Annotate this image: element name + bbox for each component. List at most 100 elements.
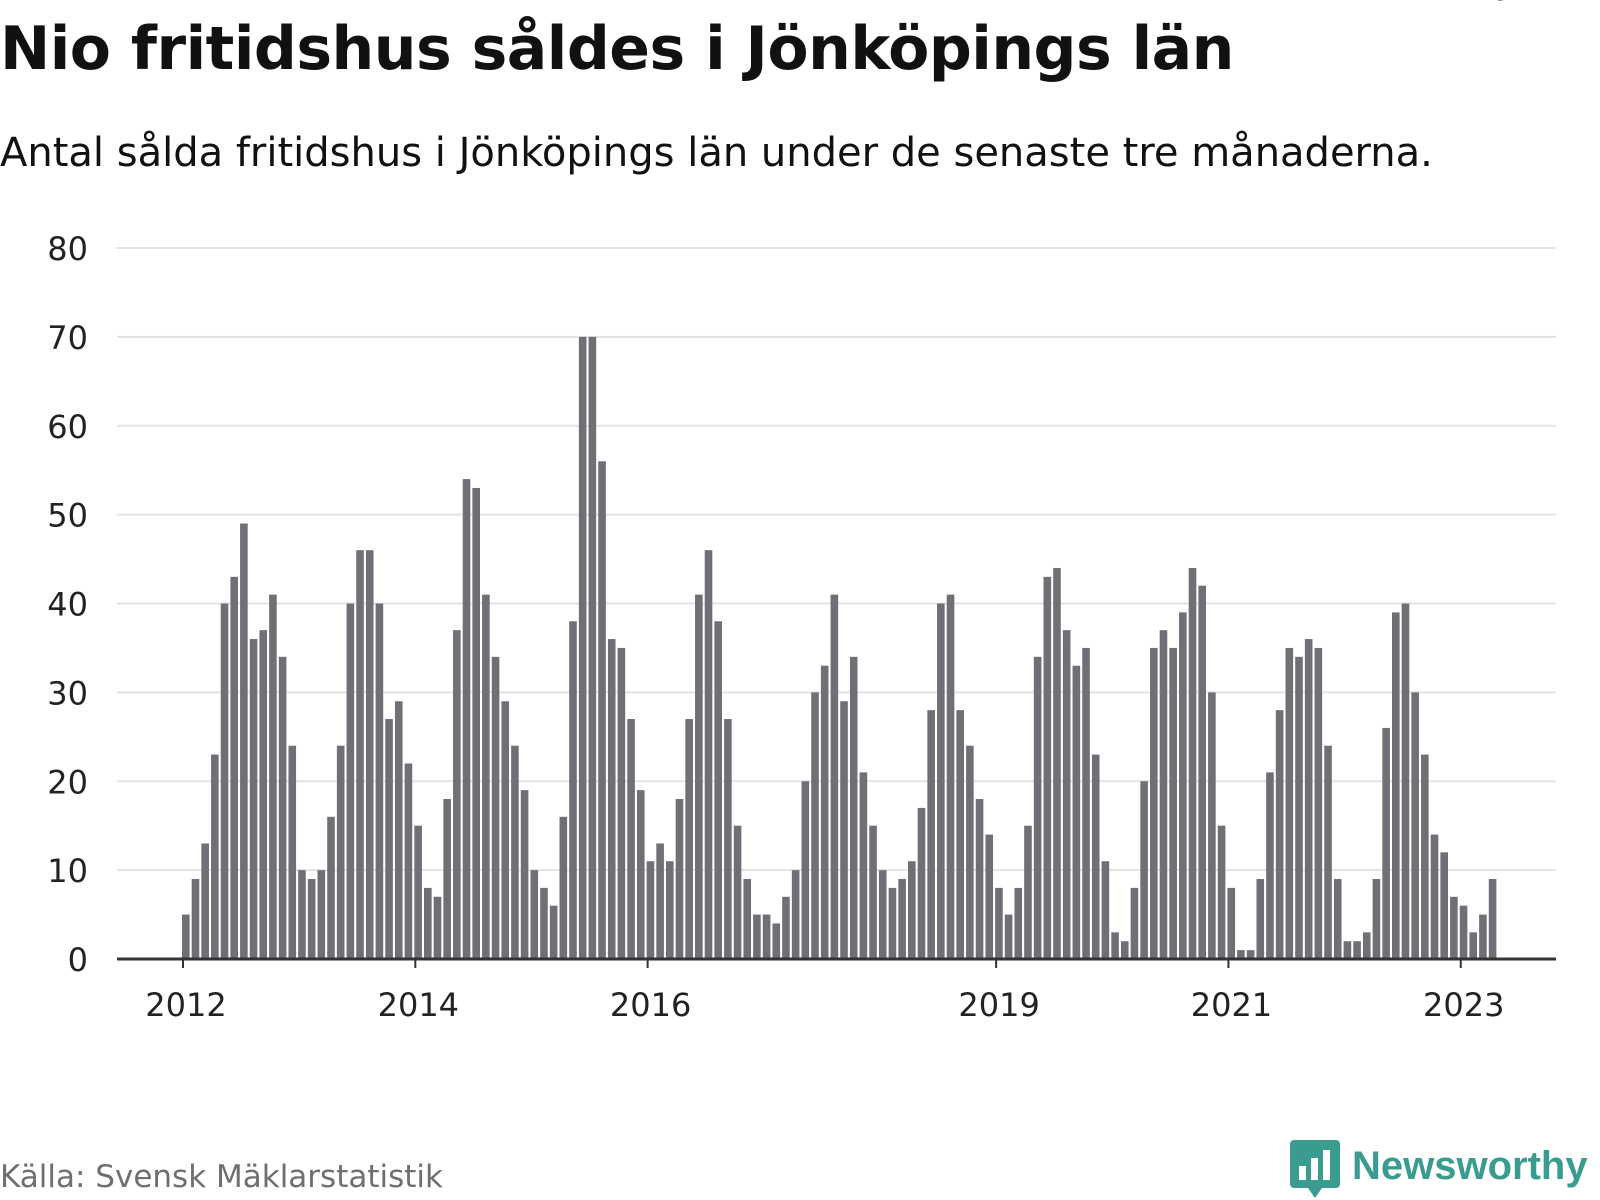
- bar: [346, 603, 355, 959]
- bar: [404, 763, 413, 959]
- bar: [1314, 647, 1323, 959]
- bar: [772, 923, 781, 959]
- bar: [791, 870, 800, 959]
- bar: [1469, 932, 1478, 959]
- bar: [501, 701, 510, 959]
- bar: [878, 870, 887, 959]
- bar: [1150, 647, 1158, 959]
- x-tick-label: 2019: [958, 986, 1039, 1024]
- bar: [307, 879, 316, 959]
- bar: [1440, 852, 1448, 959]
- bar: [259, 630, 268, 959]
- bar: [1333, 879, 1342, 959]
- bar: [491, 656, 500, 959]
- y-axis-ticks: 0 10 20 30 40 50 60 70 80: [47, 230, 88, 979]
- bar: [762, 914, 771, 959]
- bar: [1072, 665, 1081, 959]
- bar: [1421, 754, 1429, 959]
- bar: [1140, 781, 1148, 959]
- bar: [946, 594, 955, 959]
- bar: [685, 719, 693, 959]
- bar: [888, 887, 897, 959]
- bar: [995, 887, 1003, 959]
- bar: [1004, 914, 1013, 959]
- bar: [1208, 692, 1216, 959]
- bar: [898, 879, 906, 959]
- bar: [1246, 950, 1255, 959]
- bar: [1188, 567, 1197, 959]
- bar: [1285, 647, 1294, 959]
- bar: [840, 701, 848, 959]
- bar: [811, 692, 819, 959]
- bar: [336, 745, 345, 959]
- annotations: 9: [1491, 0, 1513, 9]
- bar: [278, 656, 287, 959]
- bar: [559, 816, 568, 959]
- bar: [733, 825, 742, 959]
- bar: [782, 896, 790, 959]
- bar: [578, 336, 587, 959]
- bar: [820, 665, 829, 959]
- bar: [927, 710, 935, 959]
- bar: [917, 807, 926, 959]
- bar: [975, 799, 984, 959]
- x-tick-label: 2023: [1423, 986, 1504, 1024]
- bar: [830, 594, 839, 959]
- bar: [1227, 887, 1236, 959]
- bar: [424, 887, 432, 959]
- bar: [394, 701, 403, 959]
- bar: [714, 621, 722, 959]
- bar: [288, 745, 297, 959]
- bar: [1401, 603, 1410, 959]
- bar: [695, 594, 703, 959]
- bar: [1362, 932, 1371, 959]
- bar: [753, 914, 761, 959]
- bar: [1304, 639, 1313, 959]
- bar: [1450, 896, 1458, 959]
- bar: [1430, 834, 1439, 959]
- y-tick-label: 40: [47, 586, 88, 624]
- chart-subtitle: Antal sålda fritidshus i Jönköpings län …: [0, 130, 1433, 176]
- bar: [482, 594, 490, 959]
- bars: [182, 336, 1497, 959]
- bar: [356, 550, 364, 959]
- x-tick-label: 2016: [610, 986, 691, 1024]
- bar: [1459, 905, 1468, 959]
- bar: [849, 656, 858, 959]
- bar: [1033, 656, 1042, 959]
- bar: [375, 603, 384, 959]
- bar: [1343, 941, 1352, 959]
- y-tick-label: 20: [47, 763, 88, 801]
- bar: [724, 719, 732, 959]
- brand-logo[interactable]: Newsworthy: [1290, 1140, 1588, 1200]
- bar: [869, 825, 877, 959]
- bar: [298, 870, 306, 959]
- bar: [443, 799, 451, 959]
- y-tick-label: 50: [47, 497, 88, 535]
- bar: [627, 719, 635, 959]
- bar: [1091, 754, 1100, 959]
- bar: [182, 914, 190, 959]
- bar: [598, 461, 606, 959]
- bar: [1237, 950, 1245, 959]
- y-tick-label: 80: [47, 230, 88, 268]
- bar: [1082, 647, 1090, 959]
- chart-title: Nio fritidshus såldes i Jönköpings län: [0, 14, 1234, 84]
- x-tick-label: 2014: [378, 986, 459, 1024]
- bar: [1488, 879, 1497, 959]
- x-axis: 2012 2014 2016 2019 2021 2023: [117, 957, 1556, 1024]
- bar: [607, 639, 616, 959]
- brand-name: Newsworthy: [1352, 1144, 1588, 1188]
- y-tick-label: 10: [47, 852, 88, 890]
- bar: [1353, 941, 1361, 959]
- bar: [414, 825, 422, 959]
- bar: [656, 843, 664, 959]
- y-tick-label: 70: [47, 319, 88, 357]
- bar: [1266, 772, 1274, 959]
- bar: [269, 594, 277, 959]
- bar: [636, 790, 645, 959]
- bar-chart-speech-bubble-icon: [1290, 1140, 1340, 1198]
- bar: [1392, 612, 1400, 959]
- bar: [1159, 630, 1168, 959]
- bar: [385, 719, 393, 959]
